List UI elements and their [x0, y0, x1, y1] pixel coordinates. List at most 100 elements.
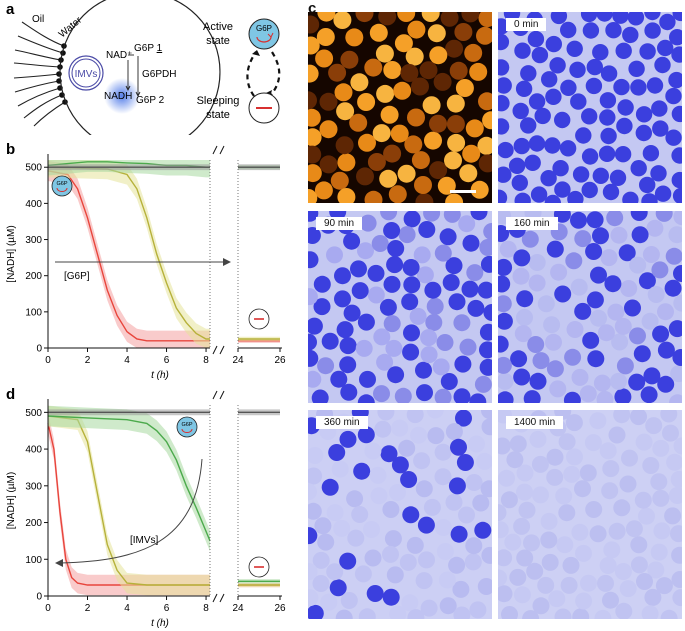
- droplet: [579, 464, 597, 482]
- droplet: [480, 255, 492, 273]
- droplet: [544, 137, 561, 154]
- droplet: [513, 368, 531, 386]
- droplet: [602, 591, 619, 609]
- droplet: [478, 12, 492, 28]
- droplet: [579, 385, 597, 403]
- droplet: [651, 100, 668, 117]
- droplet: [571, 523, 589, 541]
- droplet: [358, 133, 376, 152]
- droplet: [420, 346, 438, 364]
- droplet: [308, 64, 319, 83]
- imvs-label: IMVs: [75, 69, 98, 80]
- droplet: [308, 288, 318, 306]
- droplet: [464, 553, 482, 571]
- droplet: [630, 536, 648, 554]
- tile-time-label: 160 min: [506, 217, 558, 230]
- series-line: [47, 166, 210, 340]
- droplet: [528, 93, 546, 110]
- droplet: [385, 339, 403, 357]
- droplet: [477, 281, 492, 299]
- droplet: [462, 234, 480, 252]
- droplet: [308, 370, 322, 388]
- droplet: [467, 299, 485, 317]
- droplet: [646, 77, 664, 94]
- x-tick-label: 4: [124, 355, 130, 366]
- droplet: [337, 153, 356, 172]
- droplet: [555, 487, 573, 505]
- droplet: [308, 502, 322, 520]
- droplet: [546, 240, 564, 258]
- droplet: [308, 483, 317, 501]
- droplet: [545, 333, 562, 351]
- droplet: [452, 580, 470, 598]
- sleeping-state-label-2: state: [206, 109, 230, 121]
- droplet: [673, 294, 682, 312]
- droplet: [545, 88, 562, 106]
- droplet: [383, 61, 402, 79]
- droplet: [455, 79, 474, 97]
- x-tick-label: 6: [164, 355, 170, 366]
- droplet: [382, 501, 400, 518]
- droplet: [455, 410, 472, 427]
- droplet: [645, 417, 663, 435]
- droplet: [513, 137, 530, 155]
- droplet: [401, 293, 419, 311]
- nadh-glow: [104, 78, 140, 114]
- droplet: [669, 394, 682, 403]
- droplet: [370, 487, 388, 505]
- droplet: [425, 314, 443, 331]
- droplet: [671, 147, 682, 164]
- return-dashed-arrow: [246, 51, 257, 97]
- droplet: [597, 324, 615, 342]
- droplet: [340, 383, 358, 401]
- droplet: [386, 256, 404, 274]
- droplet: [355, 12, 374, 23]
- droplet: [606, 211, 624, 227]
- droplet: [515, 80, 533, 98]
- droplet: [319, 92, 338, 111]
- droplet: [383, 222, 401, 239]
- annotation-label: [G6P]: [64, 271, 90, 282]
- y-tick-label: 200: [25, 518, 42, 529]
- droplet: [380, 105, 399, 124]
- droplet: [498, 437, 511, 455]
- droplet: [450, 525, 468, 543]
- droplet: [630, 211, 648, 221]
- droplet: [331, 460, 349, 478]
- droplet: [356, 167, 374, 186]
- droplet: [664, 507, 682, 525]
- droplet: [308, 211, 319, 222]
- droplet: [339, 430, 357, 448]
- droplet: [498, 95, 510, 112]
- droplet: [600, 65, 618, 82]
- droplet: [320, 593, 338, 611]
- droplet: [313, 275, 331, 293]
- droplet: [330, 171, 349, 190]
- droplet: [602, 183, 620, 201]
- droplet: [501, 606, 518, 619]
- droplet: [628, 60, 645, 77]
- droplet: [616, 117, 633, 135]
- droplet: [388, 185, 407, 203]
- x-tick-label: 24: [232, 355, 244, 366]
- droplet: [427, 24, 446, 43]
- droplet: [375, 44, 394, 63]
- droplet: [636, 573, 653, 590]
- droplet: [612, 12, 629, 24]
- droplet: [391, 456, 409, 474]
- droplet: [593, 374, 611, 392]
- droplet: [540, 531, 558, 549]
- droplet: [319, 155, 338, 174]
- droplet: [560, 21, 577, 39]
- droplet: [326, 504, 344, 522]
- droplet: [657, 341, 675, 359]
- droplet: [596, 12, 613, 22]
- droplet: [308, 349, 319, 367]
- droplet: [586, 58, 603, 76]
- droplet: [407, 20, 426, 39]
- droplet: [400, 471, 418, 488]
- droplet: [516, 483, 533, 501]
- droplet: [654, 56, 671, 74]
- droplet: [480, 480, 492, 498]
